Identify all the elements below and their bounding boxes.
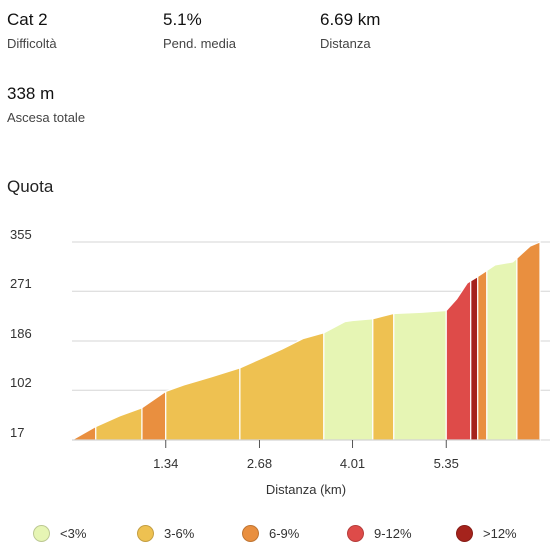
legend-swatch xyxy=(137,524,154,542)
stat-total-ascent: 338 m Ascesa totale xyxy=(7,84,85,126)
gradient-legend: <3% 3-6% 6-9% 9-12% >12% xyxy=(0,521,550,545)
gradient-segment xyxy=(95,406,143,441)
legend-item: 9-12% xyxy=(347,521,412,545)
stat-avg-gradient-value: 5.1% xyxy=(163,10,202,29)
legend-item: 6-9% xyxy=(242,521,299,545)
stat-total-ascent-label: Ascesa totale xyxy=(7,110,86,125)
x-tick-label: 4.01 xyxy=(340,456,365,471)
gradient-segment xyxy=(393,309,447,441)
stat-avg-gradient-label: Pend. media xyxy=(163,36,236,51)
stat-total-ascent-value: 338 m xyxy=(7,84,55,103)
legend-swatch xyxy=(347,524,364,542)
y-tick-label: 271 xyxy=(10,276,32,291)
legend-swatch xyxy=(456,524,473,542)
legend-swatch xyxy=(242,524,259,542)
stat-distance-label: Distanza xyxy=(320,36,371,51)
y-tick-label: 17 xyxy=(10,425,24,440)
legend-label: 3-6% xyxy=(164,525,195,541)
gradient-segment xyxy=(470,275,479,441)
legend-label: 9-12% xyxy=(374,525,412,541)
legend-swatch xyxy=(33,524,50,542)
x-axis-title: Distanza (km) xyxy=(266,482,346,497)
legend-item: <3% xyxy=(33,521,86,545)
legend-item: >12% xyxy=(456,521,517,545)
gradient-segment xyxy=(165,367,241,441)
section-title: Quota xyxy=(7,177,54,196)
stat-distance: 6.69 km Distanza xyxy=(320,10,380,52)
x-tick-label: 5.35 xyxy=(434,456,459,471)
y-tick-label: 355 xyxy=(10,227,32,242)
gradient-segment xyxy=(372,312,395,441)
gradient-segment xyxy=(69,425,97,441)
x-tick-label: 1.34 xyxy=(153,456,178,471)
gradient-segment xyxy=(239,332,325,441)
elevation-chart: 17 102 186 271 355 1.34 2.68 4.01 5.35 Distanza (… xyxy=(10,227,550,497)
gradient-segment xyxy=(516,241,541,441)
x-tick-label: 2.68 xyxy=(247,456,272,471)
y-tick-label: 186 xyxy=(10,326,32,341)
stat-distance-value: 6.69 km xyxy=(320,10,381,29)
stat-avg-gradient: 5.1% Pend. media xyxy=(163,10,236,52)
stat-difficulty-value: Cat 2 xyxy=(7,10,48,29)
gradient-segment xyxy=(486,256,518,441)
legend-label: 6-9% xyxy=(269,525,300,541)
stat-difficulty-label: Difficoltà xyxy=(7,36,57,51)
gradient-segment xyxy=(141,390,167,441)
stat-difficulty: Cat 2 Difficoltà xyxy=(7,10,57,52)
y-tick-label: 102 xyxy=(10,375,32,390)
legend-item: 3-6% xyxy=(137,521,194,545)
legend-label: <3% xyxy=(60,525,87,541)
gradient-segment xyxy=(445,279,472,441)
gradient-segment xyxy=(477,269,488,441)
legend-label: >12% xyxy=(483,525,517,541)
gradient-segment xyxy=(323,318,374,441)
